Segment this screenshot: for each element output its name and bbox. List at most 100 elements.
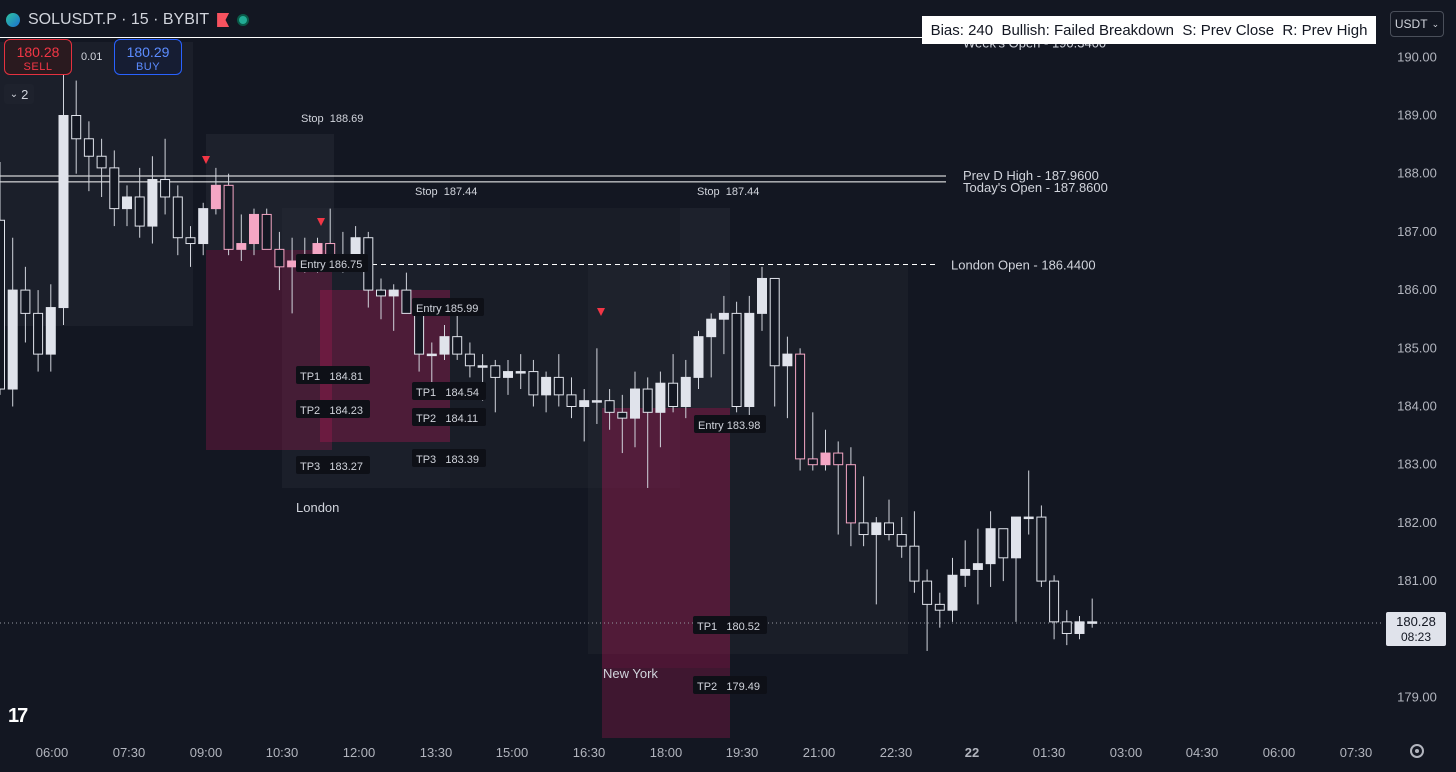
candle [464,353,475,367]
level-label: London Open - 186.4400 [951,257,1096,272]
candle [0,219,5,390]
bias-text: Bias: 240 Bullish: Failed Breakdown S: P… [930,21,1368,39]
candle [236,243,247,250]
candle [312,243,323,256]
candle [71,115,82,140]
indicators-collapse-button[interactable]: ⌄ 2 [4,84,34,104]
trade-label-bg [694,415,766,433]
x-tick-label: 18:00 [650,745,683,760]
y-tick-label: 188.00 [1397,166,1437,181]
trade-label-bg [296,254,368,272]
candle [998,528,1009,559]
tradingview-logo[interactable]: 17 [8,705,28,727]
trade-label: Stop 188.69 [301,113,363,125]
candle [820,452,831,466]
y-tick-label: 182.00 [1397,515,1437,530]
x-tick-label: 04:30 [1186,745,1219,760]
gear-icon[interactable] [1410,744,1424,758]
candle [185,237,196,245]
candle [566,394,577,407]
sell-signal-icon [317,218,325,226]
sell-price: 180.28 [16,44,60,60]
candle [782,353,793,367]
trade-label: TP3 183.27 [300,461,363,473]
buy-label: BUY [135,61,161,73]
candle [731,312,742,408]
x-tick-label: 01:30 [1033,745,1066,760]
quantity-value: 0.01 [81,51,103,63]
chevron-down-icon: ⌄ [9,88,19,100]
candle [261,213,272,250]
candle [604,400,615,413]
trade-label: TP2 179.49 [697,681,760,693]
trade-label: Stop 187.44 [415,186,477,198]
trade-label: TP1 180.52 [697,621,760,633]
y-tick-label: 190.00 [1397,49,1437,64]
candle [1049,580,1060,623]
trade-label-bg [296,456,370,474]
candle [947,574,958,611]
candle [376,289,386,297]
y-tick-label: 179.00 [1397,690,1437,705]
sell-label: SELL [23,61,53,73]
candle [960,568,971,576]
buy-button[interactable]: 180.29 BUY [114,39,182,75]
candle [807,458,818,466]
candle [96,155,107,169]
candle [896,534,907,547]
x-tick-label: 12:00 [343,745,376,760]
candle [553,376,564,396]
candle [541,376,552,396]
candle [655,382,666,413]
y-tick-label: 187.00 [1397,224,1437,239]
candle [388,289,399,297]
trade-zone [450,208,680,488]
trade-label: TP3 183.39 [416,454,479,466]
candles-group [0,63,1098,651]
candle [122,196,132,210]
candle [33,312,44,355]
candle [922,580,933,605]
candle [934,603,945,611]
candle [7,289,18,390]
current-price-label: 180.28 [1396,614,1436,629]
trade-label: Stop 187.44 [697,186,759,198]
sell-button[interactable]: 180.28 SELL [4,39,72,75]
x-tick-label: 22 [965,745,979,760]
trade-label-bg [412,298,484,316]
candle [198,208,209,245]
candle [795,353,806,460]
candle [172,196,183,239]
candle [477,365,488,368]
x-tick-label: 06:00 [1263,745,1296,760]
trade-label: Entry 183.98 [698,420,760,432]
candle [579,400,590,407]
y-tick-label: 189.00 [1397,108,1437,123]
exchange-logo-icon [6,13,20,27]
x-tick-label: 16:30 [573,745,606,760]
x-tick-label: 22:30 [880,745,913,760]
candle [249,213,259,245]
x-tick-label: 15:00 [496,745,529,760]
candle [147,179,158,227]
flag-icon[interactable] [217,13,230,27]
trade-label-bg [412,382,486,400]
candle-countdown: 08:23 [1401,630,1431,644]
x-tick-label: 19:30 [726,745,759,760]
candle [972,563,983,570]
candle [426,353,437,357]
symbol-header[interactable]: SOLUSDT.P · 15 · BYBIT [6,11,250,29]
trade-label: Entry 185.99 [416,303,478,315]
trade-label-bg [693,616,767,634]
candle [134,196,145,227]
y-tick-label: 184.00 [1397,399,1437,414]
candle [985,528,996,565]
trade-label-bg [296,366,370,384]
currency-select[interactable]: USDT ⌄ [1390,11,1444,37]
market-status-icon [237,14,250,26]
candle [528,371,539,396]
candle [274,248,285,268]
symbol-title: SOLUSDT.P · 15 · BYBIT [28,11,210,28]
indicators-count: 2 [21,86,29,102]
